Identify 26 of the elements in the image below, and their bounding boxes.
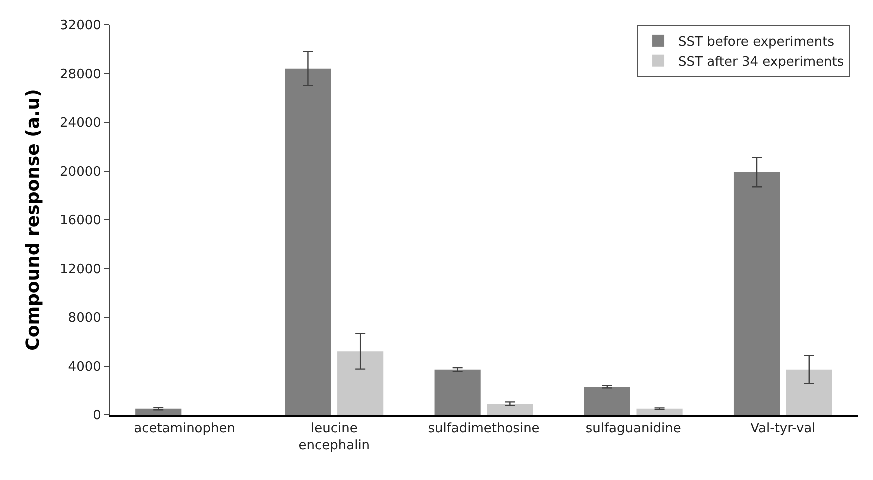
bar <box>434 370 481 415</box>
bar <box>487 404 534 415</box>
x-tick-label: leucine encephalin <box>298 422 370 454</box>
y-tick-label: 28000 <box>60 67 102 82</box>
y-tick-label: 0 <box>93 408 102 424</box>
bar <box>285 68 332 415</box>
bar <box>136 408 182 415</box>
y-tick-label: 4000 <box>68 360 102 375</box>
x-tick-label: sulfadimethosine <box>428 422 540 437</box>
bar <box>786 370 832 415</box>
x-tick-label: sulfaguanidine <box>586 422 682 437</box>
x-tick-label: acetaminophen <box>134 422 236 437</box>
y-tick-label: 24000 <box>60 116 102 132</box>
bar <box>636 408 683 415</box>
legend-label: SST before experiments <box>678 35 835 50</box>
y-tick-label: 16000 <box>60 214 102 229</box>
y-tick-label: 8000 <box>68 311 102 326</box>
y-axis-title: Compound response (a.u) <box>23 89 44 351</box>
bar <box>338 352 384 415</box>
legend-label: SST after 34 experiments <box>678 54 844 70</box>
y-tick-label: 12000 <box>60 262 102 278</box>
bar <box>584 386 630 415</box>
x-tick-label: Val-tyr-val <box>750 422 816 437</box>
y-tick-label: 20000 <box>60 164 102 180</box>
y-tick-label: 32000 <box>60 18 102 34</box>
bar <box>734 172 780 415</box>
